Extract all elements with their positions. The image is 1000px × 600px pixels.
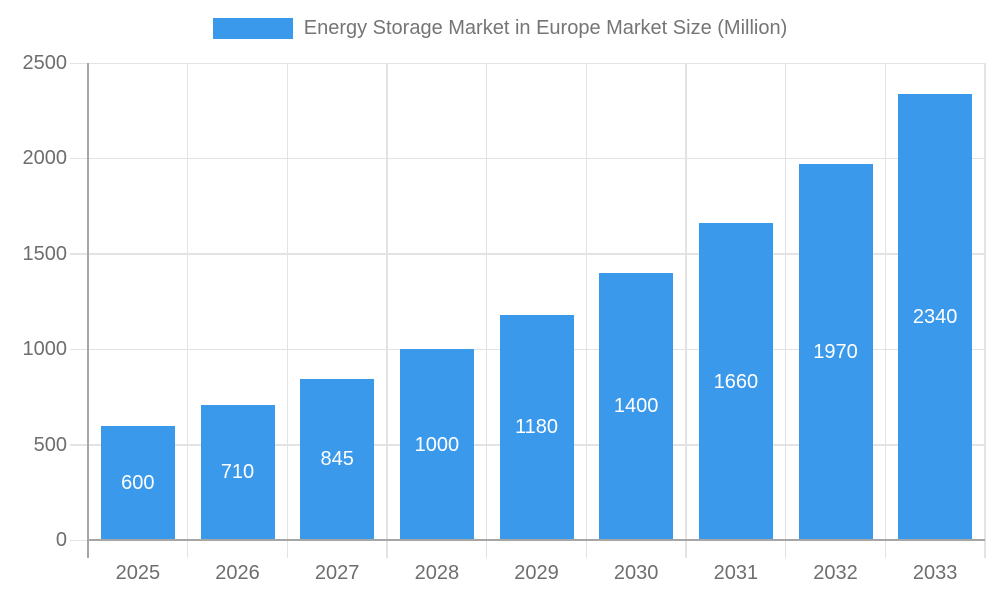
- legend-item[interactable]: Energy Storage Market in Europe Market S…: [212, 17, 788, 40]
- x-axis-label: 2033: [912, 562, 958, 584]
- gridline: [286, 63, 289, 540]
- gridline: [88, 62, 985, 64]
- y-axis-tick: [70, 253, 88, 255]
- x-axis-tick: [386, 540, 388, 558]
- y-axis-tick: [70, 157, 88, 160]
- x-axis-label: 2027: [314, 562, 360, 584]
- y-axis-label: 1500: [22, 242, 68, 265]
- y-axis-tick: [70, 444, 88, 446]
- x-axis-tick: [784, 540, 787, 558]
- gridline: [386, 63, 388, 540]
- x-axis-label: 2030: [613, 562, 659, 584]
- gridline: [984, 63, 986, 540]
- y-axis: [87, 63, 89, 558]
- gridline: [186, 63, 189, 540]
- bar-2032[interactable]: 1970: [798, 164, 873, 540]
- x-axis-tick: [186, 540, 189, 558]
- x-axis-label: 2026: [215, 562, 260, 584]
- y-axis-label: 500: [33, 433, 67, 456]
- bar-2028[interactable]: 1000: [399, 349, 474, 540]
- gridline: [585, 63, 588, 540]
- bar-2026[interactable]: 710: [200, 404, 275, 540]
- bar-value-label: 845: [320, 448, 354, 471]
- bar-value-label: 600: [121, 471, 155, 494]
- x-axis-label: 2028: [414, 562, 460, 584]
- bar-value-label: 1180: [514, 416, 558, 439]
- gridline: [784, 63, 787, 540]
- bar-value-label: 1000: [414, 433, 460, 456]
- gridline: [485, 63, 488, 540]
- bar-2027[interactable]: 845: [300, 378, 375, 540]
- x-axis-label: 2031: [713, 562, 759, 584]
- gridline: [88, 157, 985, 160]
- legend-swatch-icon: [212, 18, 293, 39]
- y-axis-tick: [70, 348, 88, 351]
- x-axis: [88, 539, 985, 541]
- legend-label: Energy Storage Market in Europe Market S…: [303, 17, 788, 39]
- x-axis-tick: [884, 540, 887, 558]
- bar-2030[interactable]: 1400: [599, 272, 674, 540]
- bar-value-label: 2340: [912, 305, 958, 328]
- bar-2031[interactable]: 1660: [698, 223, 773, 540]
- x-axis-tick: [585, 540, 588, 558]
- bar-value-label: 1660: [713, 370, 759, 393]
- y-axis-label: 1000: [22, 338, 68, 361]
- y-axis-tick: [70, 539, 88, 541]
- bar-2029[interactable]: 1180: [499, 314, 574, 540]
- gridline: [88, 253, 985, 255]
- gridline: [685, 63, 687, 540]
- x-axis-label: 2032: [813, 562, 858, 584]
- bar-2033[interactable]: 2340: [898, 93, 973, 540]
- y-axis-label: 0: [55, 529, 67, 551]
- y-axis-label: 2500: [22, 52, 68, 74]
- x-axis-label: 2025: [115, 562, 161, 584]
- bar-value-label: 1400: [613, 395, 659, 418]
- bar-value-label: 710: [220, 461, 255, 484]
- bar-2025[interactable]: 600: [100, 425, 175, 540]
- x-axis-tick: [685, 540, 687, 558]
- x-axis-tick: [286, 540, 289, 558]
- y-axis-label: 2000: [22, 147, 68, 170]
- x-axis-tick: [485, 540, 488, 558]
- x-axis-tick: [984, 540, 986, 558]
- x-axis-label: 2029: [514, 562, 559, 584]
- gridline: [884, 63, 887, 540]
- legend: Energy Storage Market in Europe Market S…: [0, 17, 1000, 40]
- y-axis-tick: [70, 62, 88, 64]
- bar-value-label: 1970: [813, 341, 858, 364]
